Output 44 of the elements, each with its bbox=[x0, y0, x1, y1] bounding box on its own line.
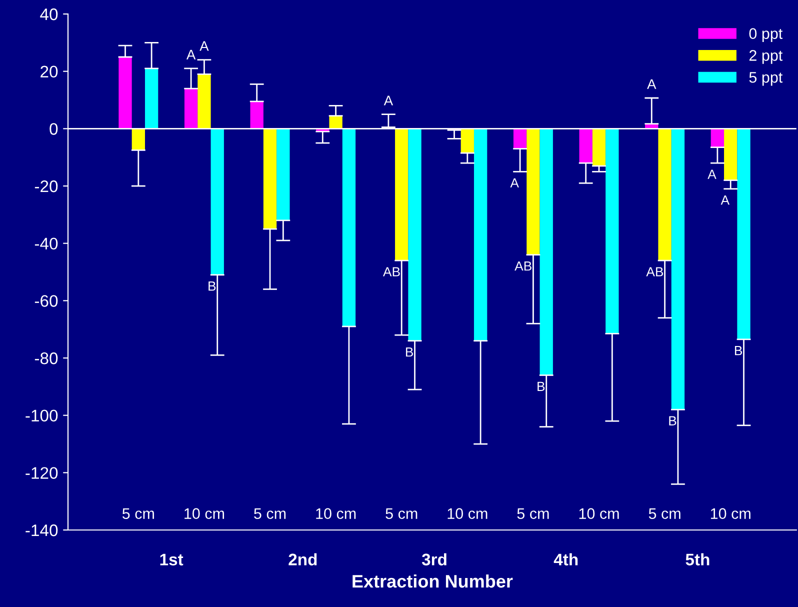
x-tick-label: 5 cm bbox=[648, 508, 680, 519]
data-label: A bbox=[708, 170, 716, 179]
data-label: A bbox=[186, 50, 196, 60]
text: 2nd bbox=[288, 553, 317, 566]
data-label: A bbox=[510, 178, 519, 188]
data-label: AB bbox=[646, 267, 664, 276]
legend-label: 5 ppt bbox=[749, 72, 783, 86]
y-tick-label: -80 bbox=[34, 352, 58, 364]
legend-label: 0 ppt bbox=[749, 28, 783, 42]
y-tick-label: -40 bbox=[34, 238, 58, 250]
y-tick-label: -120 bbox=[26, 467, 58, 479]
y-tick-label: -60 bbox=[34, 295, 58, 307]
data-label: B bbox=[208, 282, 216, 291]
x-tick-label: 10 cm bbox=[316, 508, 356, 519]
x-axis-title: Extraction Number bbox=[352, 574, 513, 588]
data-label: B bbox=[669, 416, 676, 426]
data-label: B bbox=[406, 347, 414, 357]
x-tick-label: 5 cm bbox=[122, 508, 154, 519]
y-tick-label: -100 bbox=[26, 410, 58, 422]
x-tick-label: 5 cm bbox=[254, 508, 286, 519]
y-tick-label: -140 bbox=[26, 524, 58, 536]
y-tick-label: 40 bbox=[40, 8, 58, 20]
data-label: B bbox=[538, 382, 545, 391]
y-tick-label: 20 bbox=[40, 66, 58, 78]
x-tick-label: 10 cm bbox=[710, 508, 750, 519]
text: 3rd bbox=[422, 553, 446, 566]
text: 5th bbox=[686, 553, 710, 566]
text: 1st bbox=[160, 554, 184, 566]
legend-label: 2 ppt bbox=[749, 50, 783, 64]
x-tick-label: 5 cm bbox=[517, 508, 549, 519]
y-tick-label: 0 bbox=[50, 123, 58, 135]
data-label: A bbox=[384, 96, 394, 106]
x-tick-label: 10 cm bbox=[184, 508, 224, 519]
data-label: AB bbox=[514, 261, 532, 271]
data-label: B bbox=[734, 346, 742, 356]
text: 4th bbox=[554, 553, 578, 566]
data-label: A bbox=[720, 196, 730, 205]
x-tick-label: 10 cm bbox=[579, 508, 619, 519]
data-label: A bbox=[200, 41, 209, 51]
data-label: A bbox=[647, 79, 656, 89]
data-label: AB bbox=[382, 267, 400, 276]
x-tick-label: 5 cm bbox=[386, 508, 418, 519]
y-tick-label: -20 bbox=[34, 180, 58, 192]
x-tick-label: 10 cm bbox=[448, 508, 488, 519]
